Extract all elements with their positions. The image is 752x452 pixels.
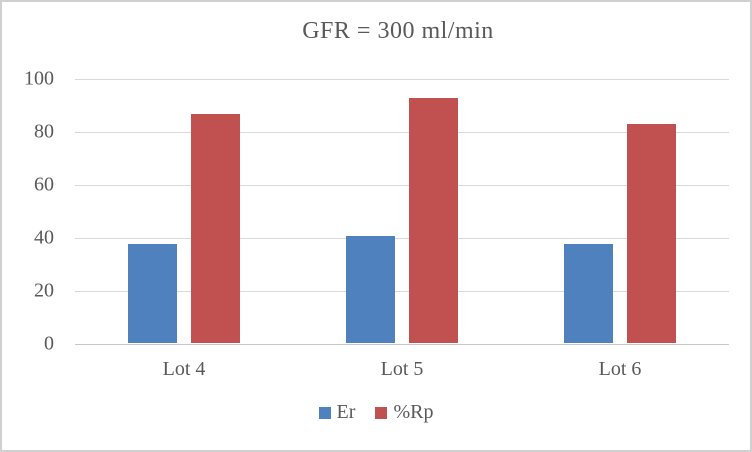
x-axis-line: [75, 344, 729, 345]
y-axis-tick-label: 40: [34, 226, 54, 249]
category-group: [75, 79, 293, 344]
legend-swatch-icon: [318, 406, 331, 419]
legend: Er %Rp: [2, 401, 750, 424]
legend-label: %Rp: [393, 401, 434, 423]
gridline: [75, 79, 729, 80]
plot-area: 0 20 40 60 80 100 Lot 4 Lot 5 Lot 6: [24, 69, 729, 380]
x-axis-category-label: Lot 5: [380, 358, 424, 380]
category-group: [293, 79, 511, 344]
legend-item-pct-rp: %Rp: [375, 401, 433, 424]
y-axis-tick-label: 20: [34, 279, 54, 302]
y-axis-tick-label: 80: [34, 120, 54, 143]
gridline: [75, 238, 729, 239]
bar-pct-rp-lot-4: [191, 113, 240, 343]
gridline: [75, 291, 729, 292]
x-axis-category-label: Lot 4: [162, 358, 206, 380]
category-group: [511, 79, 729, 344]
bar-pct-rp-lot-5: [409, 97, 458, 343]
legend-swatch-icon: [375, 406, 388, 419]
chart-title: GFR = 300 ml/min: [302, 18, 494, 44]
y-axis-tick-label: 0: [44, 332, 54, 355]
bar-er-lot-4: [128, 243, 177, 343]
y-axis-tick-label: 100: [24, 67, 54, 90]
bar-pct-rp-lot-6: [627, 124, 676, 343]
legend-label: Er: [336, 401, 356, 423]
y-axis-tick-label: 60: [34, 173, 54, 196]
x-axis-category-label: Lot 6: [598, 358, 642, 380]
gridline: [75, 185, 729, 186]
bar-er-lot-6: [564, 243, 613, 343]
legend-item-er: Er: [318, 401, 356, 424]
bar-er-lot-5: [346, 235, 395, 343]
gridline: [75, 132, 729, 133]
